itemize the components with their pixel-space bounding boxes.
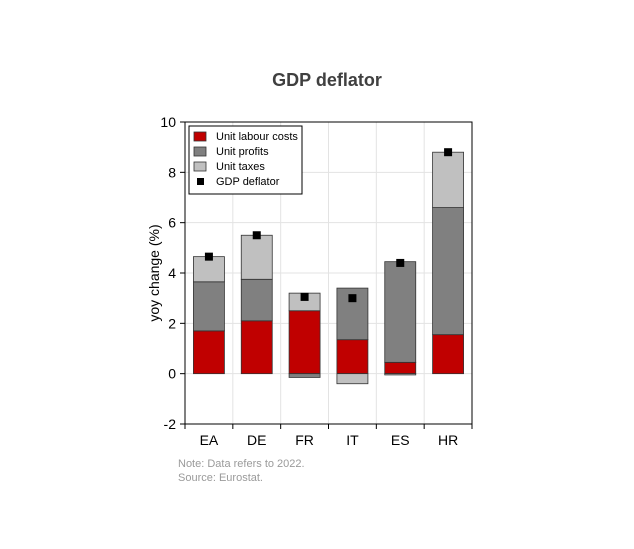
bar-unit-taxes	[240, 234, 273, 280]
y-tick-label: 0	[168, 366, 176, 382]
x-tick-label: HR	[438, 432, 458, 448]
gdp-deflator-marker	[300, 292, 309, 301]
bar-unit-labour-costs	[288, 310, 321, 375]
x-tick-label: DE	[247, 432, 266, 448]
legend-label: Unit profits	[216, 146, 269, 158]
axis-ticks: -2 0 2 4 6 8 10 EA DE FR IT ES HR	[160, 114, 473, 448]
legend-label: Unit taxes	[216, 161, 265, 173]
legend-label: GDP deflator	[216, 176, 280, 188]
y-tick-label: 4	[168, 265, 176, 281]
y-tick-label: 2	[168, 315, 176, 331]
note-text: Note: Data refers to 2022.	[178, 458, 305, 470]
bar-unit-taxes	[193, 256, 225, 283]
gdp-deflator-marker	[348, 294, 357, 303]
bar-unit-profits	[384, 261, 417, 363]
bar-unit-profits	[432, 207, 464, 336]
bar-unit-labour-costs	[384, 361, 417, 375]
bar-unit-labour-costs	[432, 334, 464, 375]
legend: Unit labour costs Unit profits Unit taxes G…	[188, 125, 303, 195]
legend-label: Unit labour costs	[216, 131, 298, 143]
legend-box	[188, 125, 303, 195]
legend-marker-swatch	[197, 178, 204, 185]
bar-unit-labour-costs	[193, 330, 225, 375]
gdp-deflator-marker	[444, 148, 453, 157]
legend-swatch	[193, 161, 207, 172]
bar-unit-profits	[288, 373, 321, 378]
note-text: Source: Eurostat.	[178, 472, 263, 484]
bar-unit-taxes	[336, 373, 369, 385]
notes: Note: Data refers to 2022. Source: Eurost…	[178, 458, 305, 484]
bar-unit-taxes	[432, 151, 464, 208]
gdp-deflator-markers	[204, 148, 453, 303]
y-tick-label: -2	[164, 416, 177, 432]
bar-unit-profits	[193, 281, 225, 332]
y-tick-label: 6	[168, 215, 176, 231]
x-tick-label: IT	[346, 432, 359, 448]
y-tick-label: 8	[168, 164, 176, 180]
bar-unit-profits	[240, 278, 273, 322]
bar-unit-labour-costs	[240, 320, 273, 375]
y-tick-label: 10	[160, 114, 176, 130]
gdp-deflator-marker	[204, 252, 213, 261]
y-axis-label: yoy change (%)	[146, 224, 162, 321]
legend-swatch	[193, 146, 207, 157]
x-tick-label: FR	[295, 432, 314, 448]
x-tick-label: ES	[391, 432, 410, 448]
gdp-deflator-marker	[252, 231, 261, 240]
x-tick-label: EA	[200, 432, 219, 448]
bar-unit-taxes	[384, 373, 417, 376]
chart-title: GDP deflator	[272, 70, 382, 90]
legend-swatch	[193, 131, 207, 142]
bars	[193, 151, 464, 385]
bar-unit-labour-costs	[336, 339, 369, 375]
gdp-deflator-marker	[396, 258, 405, 267]
